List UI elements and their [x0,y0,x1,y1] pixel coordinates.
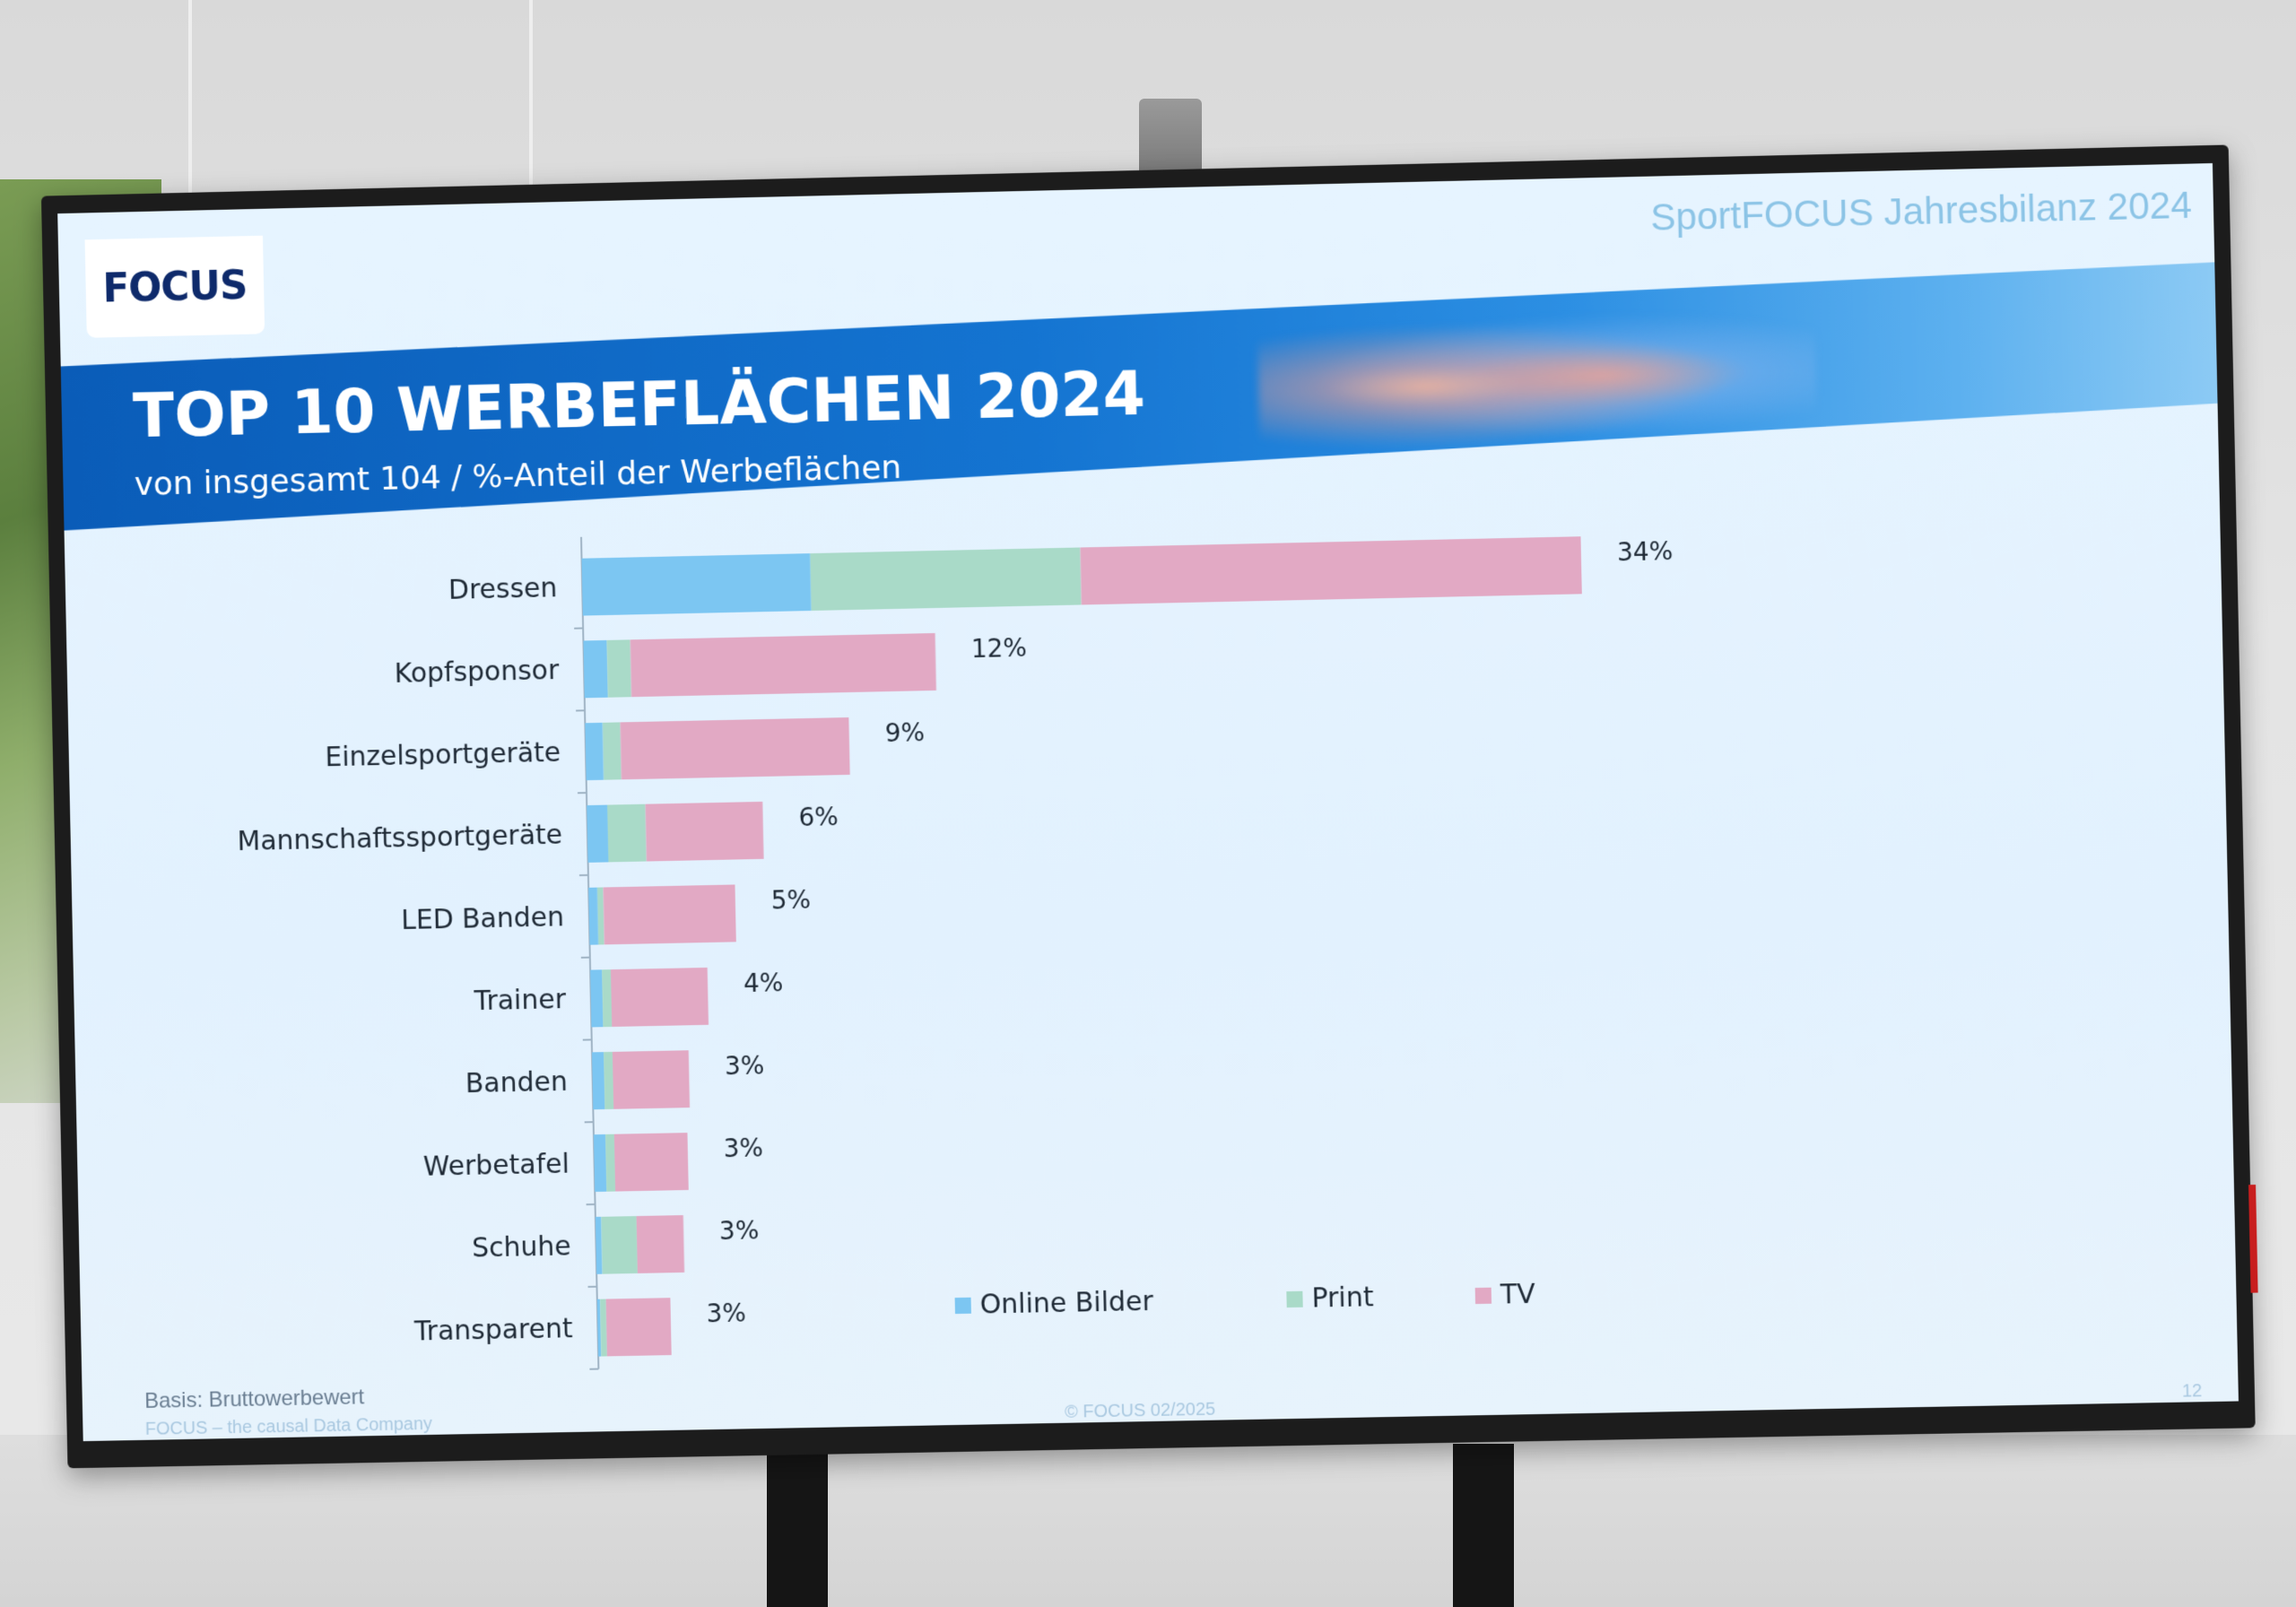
bar-segment [637,1215,685,1273]
page-number: 12 [2182,1381,2203,1403]
data-label: 5% [770,885,811,916]
bar-segment [597,887,604,944]
data-label: 4% [744,968,784,998]
bar-segment [1080,536,1581,604]
bar-segment [582,553,812,615]
legend-swatch [955,1298,971,1314]
bar-segment [810,547,1081,611]
category-label: Schuhe [472,1230,571,1264]
data-label: 9% [884,717,925,748]
legend-label: Print [1311,1281,1374,1314]
bar-segment [646,802,764,862]
stacked-bar-chart: Dressen 34% Kopfsponsor 12% Einzelsportgerät… [57,163,2239,1441]
category-label: Einzelsportgeräte [325,737,561,774]
tv-display: FOCUS SportFOCUS Jahresbilanz 2024 TOP 1… [41,144,2256,1468]
data-label: 3% [719,1215,760,1246]
tv-indicator [2248,1185,2258,1293]
data-label: 3% [723,1133,763,1163]
category-label: Kopfsponsor [394,655,560,690]
bar-segment [613,1050,690,1109]
bar-segment [585,723,604,780]
stand-leg-left [767,1444,828,1607]
bar-segment [611,968,709,1027]
bar-segment [592,1052,604,1109]
category-label: Werbetafel [423,1149,570,1183]
bar-segment [602,969,612,1027]
footer-copyright: © FOCUS 02/2025 [1065,1400,1216,1423]
bar-segment [607,639,631,697]
legend-swatch [1475,1288,1492,1304]
bar-segment [631,633,936,697]
stand-leg-right [1453,1444,1514,1607]
bar-segment [588,888,598,945]
bar-segment [590,969,603,1027]
footer-company: FOCUS – the causal Data Company [145,1414,433,1440]
bar-segment [603,884,735,944]
bar-segment [606,1298,672,1356]
bar-segment [605,1134,615,1192]
footer-basis: Basis: Bruttowerbewert [144,1385,365,1413]
bar-segment [621,717,850,779]
bar-segment [587,805,608,863]
logo-text: FOCUS [102,263,248,312]
legend-swatch [1286,1291,1302,1307]
data-label: 6% [798,802,839,832]
legend-label: Online Bilder [979,1286,1154,1321]
legend-label: TV [1500,1279,1536,1311]
category-label: Transparent [413,1313,574,1347]
data-label: 3% [706,1299,746,1329]
wall-light-strip [529,0,533,206]
category-label: Dressen [448,572,558,606]
data-label: 34% [1617,536,1674,567]
bar-segment [603,722,622,779]
bar-segment [614,1133,689,1191]
wall-light-strip [188,0,192,206]
bar-segment [594,1134,606,1192]
category-label: Mannschaftssportgeräte [237,820,562,858]
logo: FOCUS [85,236,265,338]
data-label: 12% [971,633,1028,664]
category-label: Banden [465,1066,569,1099]
bar-segment [607,804,647,863]
bar-segment [583,640,607,698]
bar-segment [604,1052,613,1109]
bar-segment [596,1217,603,1274]
bar-segment [600,1299,607,1357]
data-label: 3% [725,1050,765,1081]
category-label: Trainer [473,984,567,1017]
category-label: LED Banden [401,901,564,936]
slide: FOCUS SportFOCUS Jahresbilanz 2024 TOP 1… [57,163,2239,1441]
bar-segment [601,1216,638,1274]
